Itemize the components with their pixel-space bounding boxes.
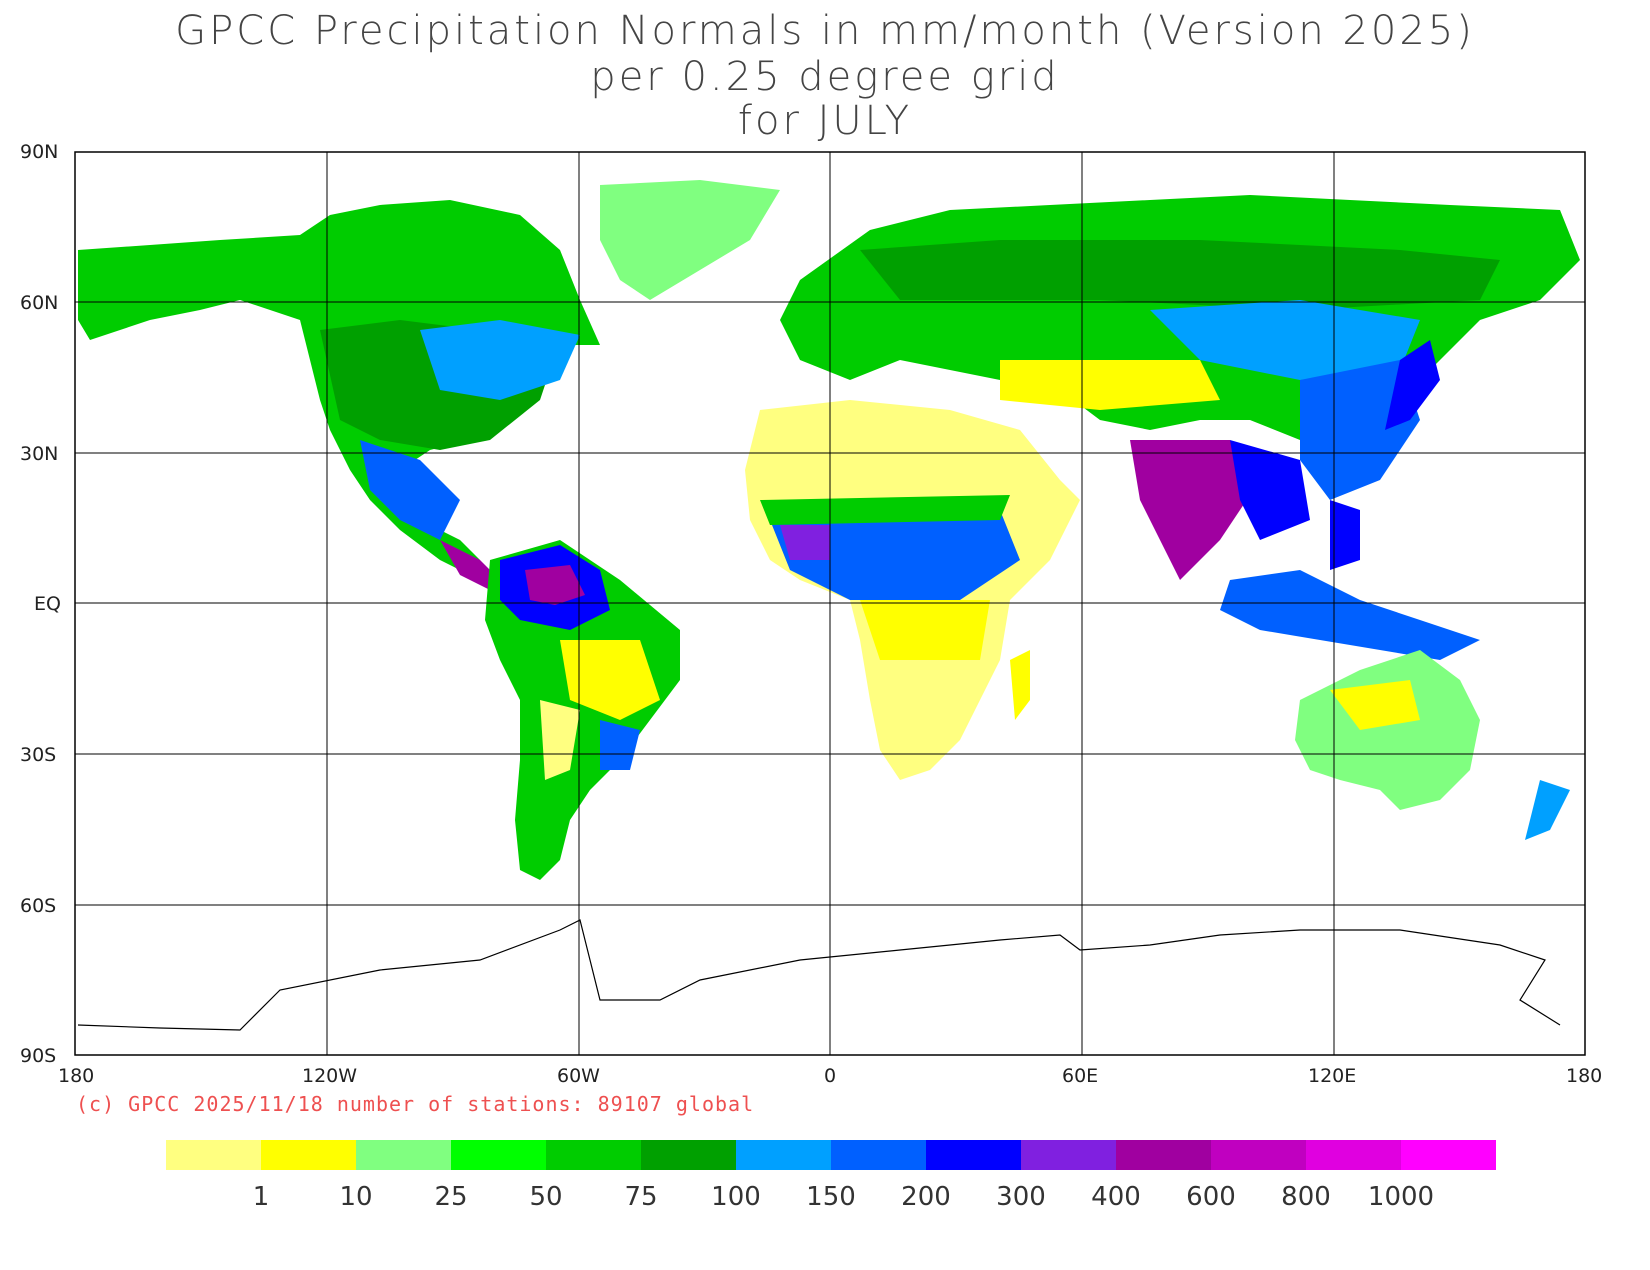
lat-label-60s: 60S [20,895,56,917]
legend-label: 200 [901,1182,951,1212]
legend-swatch [736,1140,831,1170]
map-title: GPCC Precipitation Normals in mm/month (… [175,8,1475,54]
lon-label-120w: 120W [302,1065,357,1087]
lon-label-180e: 180 [1566,1065,1602,1087]
region-india-monsoon [1130,440,1260,580]
legend-label: 50 [529,1182,562,1212]
legend-swatch [926,1140,1021,1170]
land-layer [77,180,1580,1031]
legend-swatches [166,1140,1496,1170]
region-australia [1295,650,1480,810]
region-greenland [600,180,780,300]
legend-label: 800 [1281,1182,1331,1212]
legend-label: 25 [434,1182,467,1212]
lat-label-90n: 90N [20,141,58,163]
legend-label: 1 [253,1182,270,1212]
region-antarctica-outline [77,919,1561,1031]
legend-swatch [166,1140,261,1170]
legend-label: 10 [339,1182,372,1212]
lat-label-90s: 90S [20,1045,56,1067]
lon-label-0: 0 [824,1065,836,1087]
lat-label-30s: 30S [20,744,56,766]
region-east-asia [1300,360,1420,500]
legend-swatch [831,1140,926,1170]
precipitation-map: 90N 60N 30N EQ 30S 60S 90S 180 120W 60W … [20,141,1602,1087]
color-legend: 1 10 25 50 75 100 150 200 300 400 600 800 1000 [166,1140,1496,1212]
legend-swatch [546,1140,641,1170]
region-south-america [485,540,680,880]
copyright-note: (c) GPCC 2025/11/18 number of stations: … [76,1092,755,1116]
lon-label-120e: 120E [1308,1065,1356,1087]
legend-swatch [1116,1140,1211,1170]
lat-label-eq: EQ [34,593,61,615]
legend-label: 75 [624,1182,657,1212]
lon-label-60e: 60E [1062,1065,1098,1087]
legend-label: 300 [996,1182,1046,1212]
lon-label-180w: 180 [58,1065,94,1087]
legend-swatch [451,1140,546,1170]
map-subtitle: per 0.25 degree grid [590,54,1060,100]
legend-label: 150 [806,1182,856,1212]
legend-label: 100 [711,1182,761,1212]
map-month: for JULY [737,98,913,144]
lat-label-30n: 30N [20,443,58,465]
map-frame [74,151,1586,1056]
legend-swatch [1306,1140,1401,1170]
legend-swatch [261,1140,356,1170]
lat-label-60n: 60N [20,292,58,314]
legend-label: 400 [1091,1182,1141,1212]
legend-swatch [641,1140,736,1170]
lon-label-60w: 60W [557,1065,600,1087]
legend-swatch [1021,1140,1116,1170]
legend-swatch [356,1140,451,1170]
legend-swatch [1401,1140,1496,1170]
legend-labels: 1 10 25 50 75 100 150 200 300 400 600 800 1000 [253,1182,1434,1212]
legend-label: 1000 [1368,1182,1434,1212]
graticule [75,152,1585,1055]
legend-swatch [1211,1140,1306,1170]
legend-label: 600 [1186,1182,1236,1212]
